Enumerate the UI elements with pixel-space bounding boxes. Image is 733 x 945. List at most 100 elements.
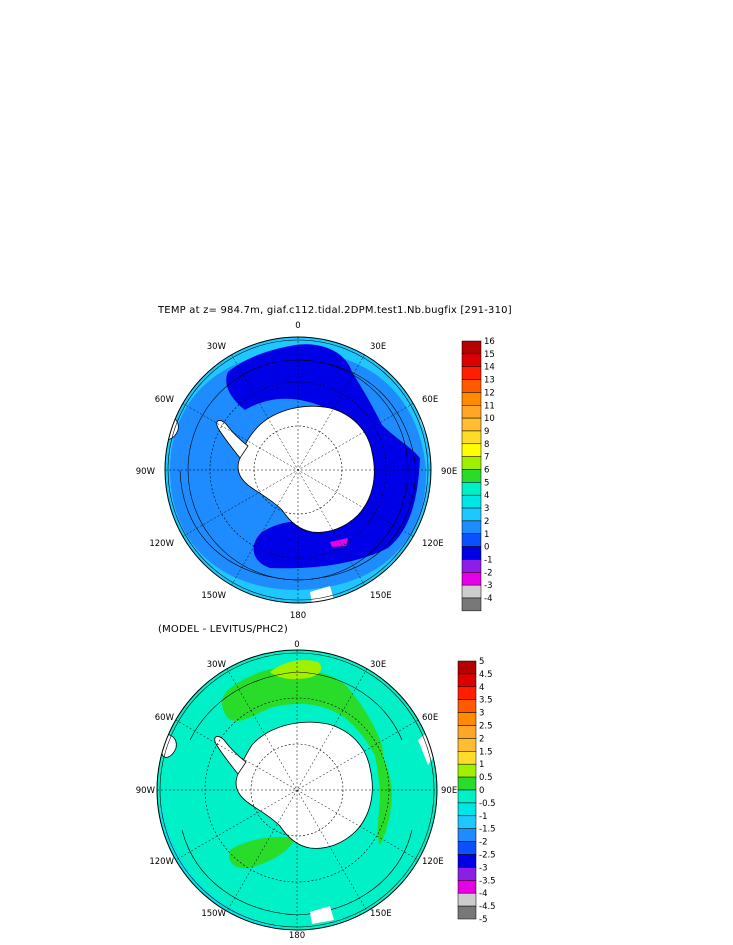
colorbar-swatch xyxy=(461,469,482,483)
colorbar-swatch xyxy=(461,584,482,599)
colorbar-swatch xyxy=(457,854,477,868)
lon-label: 60W xyxy=(155,395,175,405)
colorbar-tick-label: 11 xyxy=(484,401,495,411)
colorbar-swatch xyxy=(461,456,482,470)
colorbar-tick-label: -1 xyxy=(484,555,492,565)
colorbar-swatch xyxy=(457,660,477,675)
colorbar-tick-label: 13 xyxy=(484,376,495,386)
map-boundary xyxy=(156,649,438,931)
colorbar-swatch xyxy=(457,867,477,881)
map-boundary-inner xyxy=(159,652,435,928)
colorbar-tick-label: -3 xyxy=(479,863,487,873)
colorbar-swatch xyxy=(461,417,482,432)
colorbar-tick-label: -1.5 xyxy=(479,825,496,835)
colorbar-tick-label: -4 xyxy=(479,889,487,899)
sub-zero-patch xyxy=(330,538,348,547)
meridian-lines xyxy=(165,337,431,603)
lon-label: 120W xyxy=(149,857,174,867)
colorbar-tick-label: 5 xyxy=(484,478,489,488)
colorbar-tick-label: 14 xyxy=(484,363,495,373)
lon-label: 30W xyxy=(207,342,227,352)
colorbar-swatch xyxy=(457,673,477,688)
panel1-polar-map: 0 30E 60E 90E 120E 150E 180 150W 120W 90… xyxy=(136,321,457,621)
colorbar-tick-label: -5 xyxy=(479,915,487,925)
lon-label: 90W xyxy=(136,786,156,796)
lon-label: 150W xyxy=(201,909,226,919)
colorbar-tick-label: 2 xyxy=(484,517,489,527)
colorbar-tick-label: 5 xyxy=(479,657,484,667)
positive-anomaly-patch xyxy=(229,836,295,869)
colorbar-tick-label: -4 xyxy=(484,594,492,604)
lon-label: 0 xyxy=(294,640,299,650)
lon-label: 180 xyxy=(289,931,305,941)
colorbar-swatch xyxy=(461,507,482,522)
colorbar-swatch xyxy=(461,379,482,393)
colorbar-tick-label: -3.5 xyxy=(479,876,496,886)
colorbar-swatch xyxy=(461,340,482,355)
colorbar-swatch xyxy=(457,892,477,907)
colorbar-swatch xyxy=(461,443,482,457)
colorbar-tick-label: 4 xyxy=(484,491,489,501)
colorbar-swatch xyxy=(457,841,477,855)
colorbar-swatch xyxy=(457,828,477,842)
colorbar-swatch xyxy=(457,763,477,778)
strong-positive-patch xyxy=(270,660,322,680)
colorbar-tick-label: 15 xyxy=(484,350,495,360)
colorbar-swatch xyxy=(457,789,477,804)
positive-anomaly-patch xyxy=(372,740,392,845)
antarctic-peninsula xyxy=(214,736,247,775)
lon-label: 30W xyxy=(207,660,227,670)
colorbar-swatch xyxy=(457,725,477,739)
colorbar-swatch xyxy=(457,738,477,752)
colorbar-swatch xyxy=(457,776,477,791)
colorbar-swatch xyxy=(461,533,482,547)
lon-label: 90W xyxy=(136,467,156,477)
colorbar-swatch xyxy=(457,815,477,829)
colorbar-tick-label: 1 xyxy=(484,530,489,540)
colorbar-swatch xyxy=(461,405,482,419)
colorbar-swatch xyxy=(461,572,482,586)
contour-line xyxy=(179,359,417,581)
colorbar-tick-label: -2 xyxy=(479,838,487,848)
land-patch xyxy=(310,906,334,924)
lon-label: 30E xyxy=(370,342,386,352)
lon-label: 120W xyxy=(149,539,174,549)
colorbar-tick-label: -2.5 xyxy=(479,851,496,861)
panel1-title: TEMP at z= 984.7m, giaf.c112.tidal.2DPM.… xyxy=(158,305,512,316)
map-boundary-inner xyxy=(167,339,429,601)
colorbar-swatch xyxy=(461,353,482,367)
colorbar-tick-label: 12 xyxy=(484,388,495,398)
colorbar-swatch xyxy=(457,880,477,894)
colorbar-swatch xyxy=(461,494,482,509)
colorbar-swatch xyxy=(461,559,482,573)
antarctica-landmass xyxy=(237,405,375,533)
colorbar-tick-label: 4 xyxy=(479,683,484,693)
colorbar-tick-label: -4.5 xyxy=(479,902,496,912)
colorbar-tick-label: 3.5 xyxy=(479,696,493,706)
colorbar-swatch xyxy=(457,751,477,765)
colorbar-tick-label: 1 xyxy=(479,760,484,770)
lon-label: 0 xyxy=(295,321,300,331)
panel2-title: (MODEL - LEVITUS/PHC2) xyxy=(158,624,288,635)
lon-label: 30E xyxy=(370,660,386,670)
colorbar-swatch xyxy=(461,520,482,535)
colorbar-tick-label: -2 xyxy=(484,568,492,578)
antarctic-peninsula xyxy=(216,420,249,459)
antarctica-landmass xyxy=(235,721,373,849)
colorbar-tick-label: 9 xyxy=(484,427,489,437)
colorbar-tick-label: 3 xyxy=(484,504,489,514)
colorbar-swatch xyxy=(457,905,477,920)
colorbar-tick-label: 16 xyxy=(484,337,495,347)
colorbar-tick-label: 2.5 xyxy=(479,722,493,732)
colorbar-tick-label: 3 xyxy=(479,709,484,719)
map-boundary xyxy=(164,336,432,604)
colorbar-swatch xyxy=(457,686,477,700)
colorbar-tick-label: 4.5 xyxy=(479,670,493,680)
panel2-colorbar: 5 4.5 4 3.5 3 2.5 2 1.5 1 0.5 0 -0.5 -1 -1.5 -2 -2.5 -3 -… xyxy=(457,657,496,925)
lon-label: 60W xyxy=(155,713,175,723)
lon-label: 90E xyxy=(441,467,457,477)
colorbar-tick-label: 0 xyxy=(479,786,484,796)
lon-label: 60E xyxy=(422,395,438,405)
colorbar-tick-label: -0.5 xyxy=(479,799,496,809)
